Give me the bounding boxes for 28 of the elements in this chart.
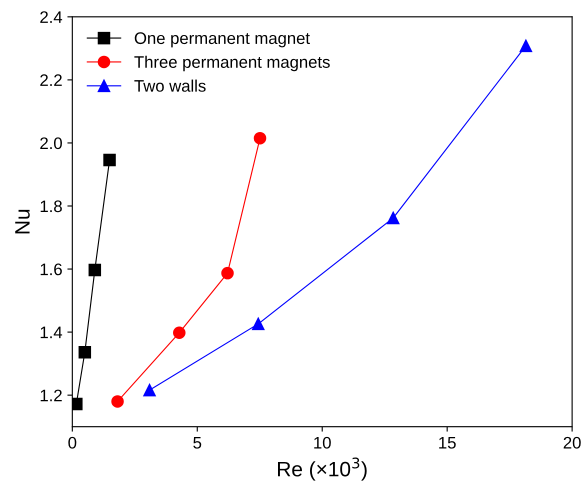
x-tick-label: 20 xyxy=(564,436,581,449)
y-tick-label: 1.4 xyxy=(40,326,62,338)
y-tick-label: 1.2 xyxy=(40,390,62,402)
point xyxy=(78,346,92,359)
point xyxy=(143,384,156,396)
x-tick-label: 15 xyxy=(439,437,456,449)
point xyxy=(111,395,124,408)
point xyxy=(88,264,102,276)
y-tick-label: 1.6 xyxy=(40,263,62,276)
legend-label: Two walls xyxy=(134,80,206,92)
point xyxy=(254,132,266,144)
point xyxy=(221,266,234,280)
point xyxy=(103,154,116,166)
point xyxy=(386,212,400,224)
y-tick-label: 1.8 xyxy=(40,200,62,212)
x-axis-title: Re (×10$^{3}$) xyxy=(278,458,367,481)
x-tick-label: 0 xyxy=(68,436,76,449)
y-tick-label: 2.4 xyxy=(40,11,62,23)
legend-label: Three permanent magnets xyxy=(134,56,330,72)
point xyxy=(252,318,264,330)
x-tick-label: 10 xyxy=(314,436,331,449)
y-tick-label: 2.0 xyxy=(40,137,62,150)
y-tick-label: 2.2 xyxy=(40,74,62,86)
y-axis-title: Nu xyxy=(15,210,30,234)
point xyxy=(520,40,532,52)
point xyxy=(173,326,186,339)
x-tick-label: 5 xyxy=(193,437,202,449)
legend-label: One permanent magnet xyxy=(134,32,310,48)
